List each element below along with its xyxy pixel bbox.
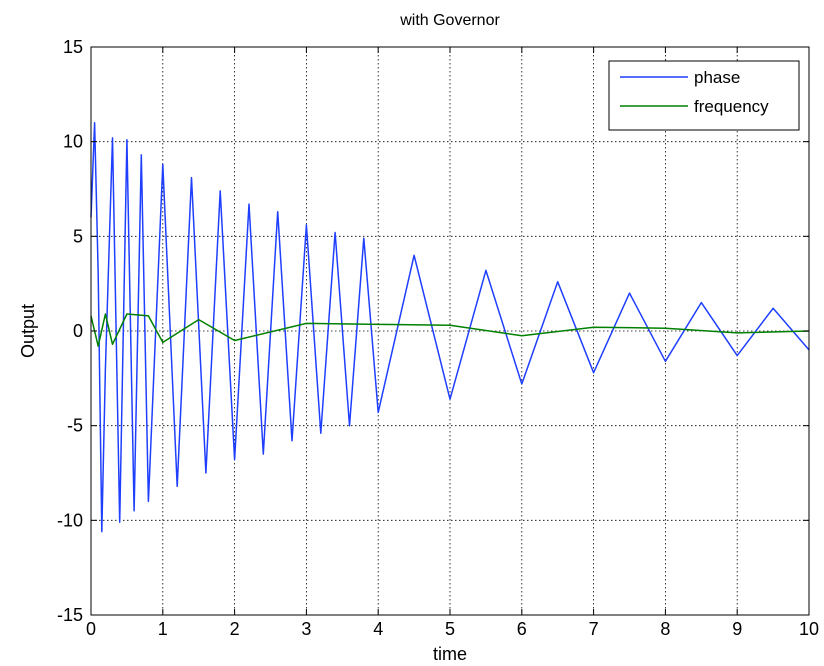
series-layer	[90, 121, 810, 533]
x-tick-label: 7	[589, 619, 599, 639]
y-tick-label: -5	[67, 416, 83, 436]
x-tick-label: 5	[445, 619, 455, 639]
y-axis-label: Output	[18, 304, 38, 358]
legend-label-frequency: frequency	[694, 97, 769, 116]
x-axis-label: time	[433, 644, 467, 664]
x-tick-label: 6	[517, 619, 527, 639]
chart-title: with Governor	[399, 12, 500, 29]
y-axis-ticks: 15 10 5 0 -5 -10 -15	[57, 37, 809, 625]
x-tick-label: 2	[230, 619, 240, 639]
y-tick-label: 5	[73, 226, 83, 246]
x-tick-label: 8	[660, 619, 670, 639]
y-tick-label: 0	[73, 321, 83, 341]
x-tick-label: 0	[86, 619, 96, 639]
x-tick-label: 3	[301, 619, 311, 639]
x-tick-label: 1	[158, 619, 168, 639]
y-tick-label: 10	[63, 132, 83, 152]
series-line-phase	[90, 121, 810, 533]
x-tick-label: 4	[373, 619, 383, 639]
y-tick-label: -10	[57, 510, 83, 530]
x-tick-label: 10	[799, 619, 819, 639]
x-tick-label: 9	[732, 619, 742, 639]
legend-box	[608, 60, 800, 131]
grid	[91, 47, 809, 615]
y-tick-label: 15	[63, 37, 83, 57]
series-line-frequency	[90, 313, 810, 347]
legend-label-phase: phase	[694, 68, 740, 87]
legend: phase frequency	[608, 60, 800, 131]
x-axis-ticks: 0 1 2 3 4 5 6 7 8 9 10	[86, 47, 819, 639]
y-tick-label: -15	[57, 605, 83, 625]
